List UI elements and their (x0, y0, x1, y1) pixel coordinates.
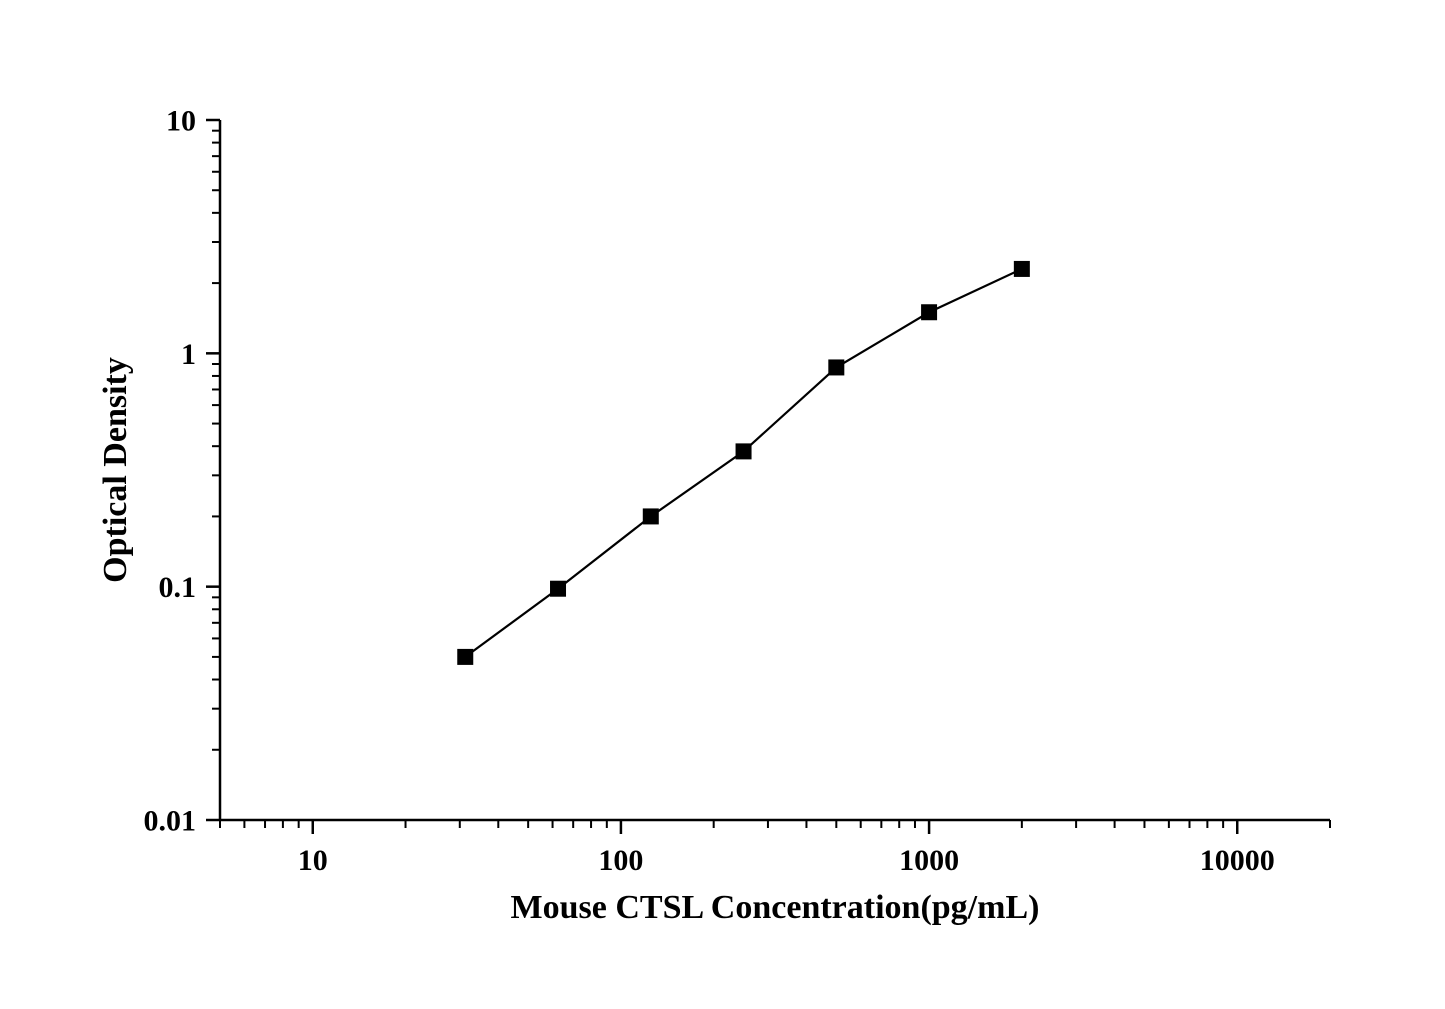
data-marker (643, 508, 659, 524)
chart-svg: 10 100 1000 10000 0.01 0.1 1 10 Mouse CTSL Conce… (0, 0, 1445, 1009)
y-tick-label: 0.01 (144, 805, 197, 838)
y-tick-label: 0.1 (159, 571, 197, 604)
data-marker (828, 359, 844, 375)
chart-container: 10 100 1000 10000 0.01 0.1 1 10 Mouse CTSL Conce… (0, 0, 1445, 1009)
x-tick-label: 10 (298, 844, 328, 877)
y-tick-label: 1 (181, 338, 196, 371)
x-tick-label: 1000 (899, 844, 959, 877)
data-marker (457, 649, 473, 665)
y-tick-label: 10 (166, 105, 196, 138)
data-marker (921, 304, 937, 320)
x-axis-label: Mouse CTSL Concentration(pg/mL) (511, 889, 1040, 926)
x-tick-label: 100 (598, 844, 643, 877)
x-tick-label: 10000 (1200, 844, 1275, 877)
data-marker (550, 581, 566, 597)
y-axis-label: Optical Density (97, 357, 134, 583)
data-marker (736, 443, 752, 459)
data-marker (1014, 261, 1030, 277)
